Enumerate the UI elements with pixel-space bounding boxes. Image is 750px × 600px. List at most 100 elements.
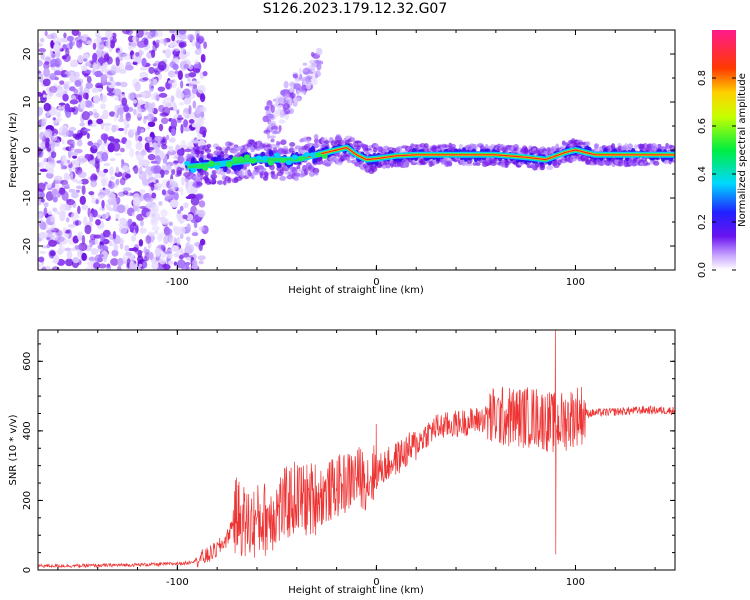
noise-blob xyxy=(87,140,93,147)
noise-blob xyxy=(177,70,183,81)
noise-blob xyxy=(44,61,50,65)
noise-blob xyxy=(129,262,137,270)
band-halo-blob xyxy=(219,148,223,152)
branch-blob xyxy=(316,63,322,71)
noise-blob xyxy=(64,233,69,239)
noise-blob xyxy=(62,227,67,233)
noise-blob xyxy=(86,75,92,84)
noise-blob xyxy=(81,234,86,245)
noise-blob xyxy=(40,198,45,203)
branch-blob xyxy=(298,67,303,75)
noise-blob xyxy=(88,160,96,165)
snr-axes: -100 0 100 0 200 400 600 xyxy=(22,330,675,588)
noise-blob xyxy=(191,259,198,269)
branch-blob xyxy=(302,62,308,66)
band-halo-blob xyxy=(306,142,314,147)
noise-blob xyxy=(173,50,177,56)
noise-blob xyxy=(85,62,91,67)
noise-blob xyxy=(176,236,181,246)
noise-blob xyxy=(155,155,161,165)
band-hot-blob xyxy=(279,157,286,163)
band-halo-blob xyxy=(289,142,296,147)
noise-blob xyxy=(94,70,103,77)
noise-blob xyxy=(148,251,154,260)
noise-blob xyxy=(54,70,62,76)
branch-blob xyxy=(314,70,321,78)
noise-blob xyxy=(43,115,48,123)
band-halo-blob xyxy=(458,143,463,150)
band-halo-blob xyxy=(263,170,269,178)
noise-blob xyxy=(186,188,193,194)
branch-blob xyxy=(272,130,281,135)
snr-ylabel: SNR (10 * v/v) xyxy=(8,414,19,485)
noise-blob xyxy=(50,151,57,159)
noise-blob xyxy=(38,73,44,83)
noise-blob xyxy=(96,38,100,49)
noise-blob xyxy=(91,209,98,218)
noise-blob xyxy=(143,38,149,46)
noise-blob xyxy=(169,41,174,48)
band-halo-blob xyxy=(271,174,279,180)
noise-blob xyxy=(195,194,203,201)
noise-blob xyxy=(180,80,184,89)
noise-blob xyxy=(102,238,110,245)
band-halo-blob xyxy=(546,165,554,171)
noise-blob xyxy=(180,123,184,134)
noise-blob xyxy=(122,253,127,262)
noise-blob xyxy=(185,195,193,200)
noise-blob xyxy=(81,185,86,195)
noise-blob xyxy=(180,47,186,55)
noise-blob xyxy=(71,147,76,152)
noise-blob xyxy=(84,153,91,160)
noise-blob xyxy=(112,88,122,97)
noise-blob xyxy=(65,47,70,57)
noise-blob xyxy=(100,93,107,104)
noise-blob xyxy=(170,73,180,77)
noise-blob xyxy=(91,142,100,149)
noise-blob xyxy=(83,58,88,62)
noise-blob xyxy=(139,189,146,194)
chart-title: S126.2023.179.12.32.G07 xyxy=(262,1,448,17)
noise-blob xyxy=(100,176,109,184)
noise-blob xyxy=(40,51,45,61)
band-ridge-red xyxy=(306,147,675,161)
noise-blob xyxy=(184,51,190,57)
band-halo-blob xyxy=(261,168,267,172)
noise-blob xyxy=(161,189,167,196)
noise-blob xyxy=(69,40,73,50)
band-halo-blob xyxy=(444,144,449,149)
noise-blob xyxy=(116,107,124,115)
noise-blob xyxy=(69,172,74,181)
branch-blob xyxy=(282,103,290,110)
noise-blob xyxy=(133,164,139,175)
x-tick-label: -100 xyxy=(166,577,189,588)
noise-blob xyxy=(179,248,184,254)
branch-blob xyxy=(289,108,295,114)
y-tick-label: 200 xyxy=(22,491,33,510)
noise-blob xyxy=(57,85,64,96)
noise-blob xyxy=(81,204,89,211)
noise-blob xyxy=(43,67,51,78)
noise-blob xyxy=(115,235,121,244)
noise-blob xyxy=(47,226,55,231)
noise-blob xyxy=(74,244,82,250)
noise-blob xyxy=(178,30,187,35)
branch-blob xyxy=(302,67,311,76)
noise-blob xyxy=(98,263,107,269)
band-halo-blob xyxy=(370,165,378,173)
noise-blob xyxy=(46,148,51,152)
noise-blob xyxy=(117,118,125,123)
noise-blob xyxy=(43,207,48,217)
band-halo-blob xyxy=(475,162,481,166)
noise-blob xyxy=(105,211,111,218)
band-hot-blob xyxy=(297,156,304,162)
noise-blob xyxy=(108,200,118,206)
noise-blob xyxy=(166,134,170,141)
noise-blob xyxy=(105,39,111,49)
noise-blob xyxy=(134,81,141,92)
noise-blob xyxy=(156,182,160,187)
noise-blob xyxy=(107,181,115,190)
noise-blob xyxy=(197,255,206,261)
noise-blob xyxy=(49,250,56,257)
noise-blob xyxy=(197,209,206,218)
